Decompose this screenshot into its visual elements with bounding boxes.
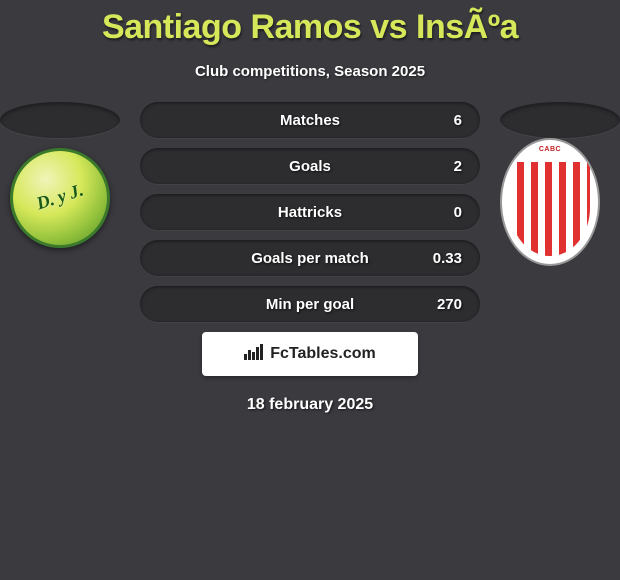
date-label: 18 february 2025	[0, 396, 620, 414]
page-title: Santiago Ramos vs InsÃºa	[0, 0, 620, 47]
stat-value: 2	[454, 158, 462, 175]
source-label: FcTables.com	[270, 345, 376, 363]
subtitle: Club competitions, Season 2025	[0, 63, 620, 80]
source-attribution[interactable]: FcTables.com	[202, 332, 418, 376]
stat-label: Min per goal	[158, 296, 462, 313]
comparison-panel: CABC Matches 6 Goals 2 Hattricks 0 Goals…	[0, 102, 620, 414]
stat-value: 0.33	[433, 250, 462, 267]
stat-value: 270	[437, 296, 462, 313]
barracas-badge-text: CABC	[502, 146, 598, 153]
stat-label: Matches	[158, 112, 462, 129]
left-shadow-ellipse	[0, 102, 120, 138]
barracas-central-badge: CABC	[500, 138, 600, 266]
barracas-stripes-icon	[510, 162, 590, 256]
bar-chart-icon	[244, 344, 264, 365]
right-shadow-ellipse	[500, 102, 620, 138]
stat-row-gpm: Goals per match 0.33	[140, 240, 480, 276]
defensa-y-justicia-badge	[10, 148, 110, 248]
stat-label: Goals per match	[158, 250, 462, 267]
stat-label: Hattricks	[158, 204, 462, 221]
left-player-column	[0, 102, 120, 248]
stat-row-goals: Goals 2	[140, 148, 480, 184]
stats-list: Matches 6 Goals 2 Hattricks 0 Goals per …	[140, 102, 480, 322]
stat-label: Goals	[158, 158, 462, 175]
stat-row-hattricks: Hattricks 0	[140, 194, 480, 230]
right-player-column: CABC	[500, 102, 620, 266]
stat-value: 0	[454, 204, 462, 221]
stat-value: 6	[454, 112, 462, 129]
stat-row-mpg: Min per goal 270	[140, 286, 480, 322]
stat-row-matches: Matches 6	[140, 102, 480, 138]
